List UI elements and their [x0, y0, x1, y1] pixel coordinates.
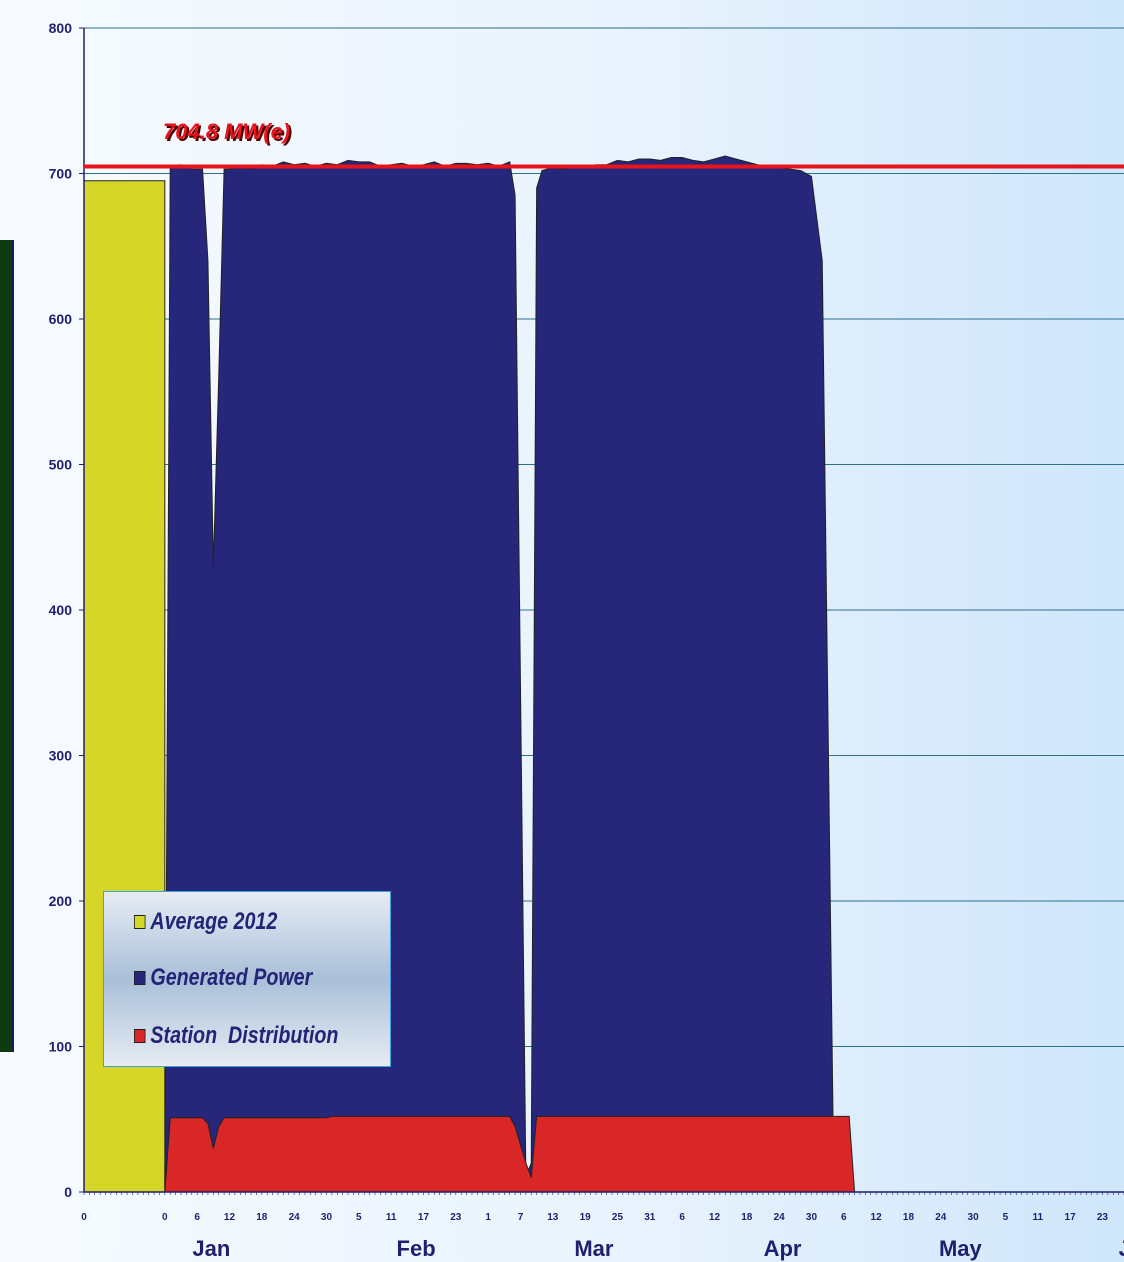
legend: Average 2012 Generated Power Station Dis…: [103, 891, 391, 1067]
x-tick-label: 12: [871, 1212, 883, 1223]
legend-label-station: Station Distribution: [150, 1022, 339, 1049]
y-tick-label: 800: [49, 20, 73, 36]
legend-label-average: Average 2012: [150, 908, 278, 935]
x-tick-label: 6: [679, 1212, 685, 1223]
y-tick-label: 500: [49, 457, 73, 473]
month-label-apr: Apr: [764, 1236, 802, 1261]
y-tick-label: 200: [49, 893, 73, 909]
x-tick-label: 24: [289, 1212, 301, 1223]
x-tick-label: 24: [935, 1212, 947, 1223]
x-tick-label: 19: [580, 1212, 592, 1223]
x-tick-label: 12: [709, 1212, 721, 1223]
reference-line-label: 704.8 MW(e): [163, 119, 290, 144]
month-label-mar: Mar: [574, 1236, 614, 1261]
legend-item-station: Station Distribution: [134, 1022, 338, 1050]
x-tick-label: 6: [841, 1212, 847, 1223]
axes: [79, 27, 1124, 1195]
left-edge-strip: [0, 240, 14, 1052]
y-tick-label: 300: [49, 748, 73, 764]
series-area-2: [164, 1115, 1124, 1193]
y-tick-label: 0: [64, 1184, 72, 1200]
x-tick-label: 31: [644, 1212, 656, 1223]
legend-item-average: Average 2012: [134, 908, 277, 936]
y-tick-label: 400: [49, 602, 73, 618]
x-tick-label: 30: [806, 1212, 818, 1223]
x-tick-label: 18: [741, 1212, 753, 1223]
x-tick-label: 6: [194, 1212, 200, 1223]
x-tick-label: 17: [418, 1212, 430, 1223]
month-label-jan: Jan: [192, 1236, 230, 1261]
y-tick-label: 100: [49, 1039, 73, 1055]
legend-swatch-average: [134, 915, 146, 929]
x-tick-label: 11: [1032, 1212, 1043, 1223]
legend-swatch-station: [134, 1029, 146, 1043]
x-tick-label: 5: [1003, 1212, 1009, 1223]
reference-line-label-shadow: 704.8 MW(e): [165, 121, 292, 146]
x-tick-label: 23: [1097, 1212, 1109, 1223]
x-tick-label: 18: [256, 1212, 268, 1223]
x-tick-label: 12: [224, 1212, 236, 1223]
x-tick-label: 5: [356, 1212, 362, 1223]
x-tick-label: 0: [81, 1212, 87, 1223]
y-tick-label: 700: [49, 166, 73, 182]
x-tick-label: 30: [321, 1212, 333, 1223]
month-label-feb: Feb: [397, 1236, 436, 1261]
x-tick-label: 7: [518, 1212, 524, 1223]
legend-swatch-generated: [134, 971, 146, 985]
x-tick-label: 25: [612, 1212, 624, 1223]
y-tick-label: 600: [49, 311, 73, 327]
legend-label-generated: Generated Power: [150, 964, 313, 991]
month-label-jun: Jun: [1119, 1236, 1124, 1261]
x-tick-label: 23: [450, 1212, 462, 1223]
x-tick-label: 24: [774, 1212, 786, 1223]
month-label-may: May: [939, 1236, 983, 1261]
x-tick-label: 0: [162, 1212, 168, 1223]
x-tick-label: 1: [485, 1212, 491, 1223]
x-tick-label: 13: [547, 1212, 559, 1223]
x-tick-label: 11: [386, 1212, 397, 1223]
legend-item-generated: Generated Power: [134, 964, 312, 992]
x-tick-label: 17: [1065, 1212, 1077, 1223]
x-tick-label: 30: [968, 1212, 980, 1223]
reference-line-group: 704.8 MW(e)704.8 MW(e): [84, 119, 1124, 169]
x-tick-label: 18: [903, 1212, 915, 1223]
